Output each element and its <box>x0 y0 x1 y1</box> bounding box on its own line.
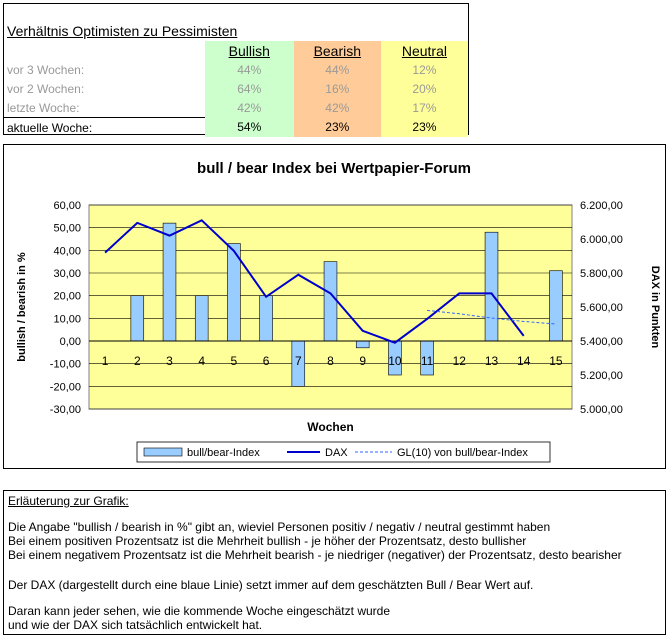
bullish-value: 42% <box>204 98 294 118</box>
bar <box>355 340 370 349</box>
bar <box>549 270 563 342</box>
x-tick-label: 3 <box>166 354 173 368</box>
y2-tick-label: 5.400,00 <box>580 336 623 348</box>
bar <box>194 295 209 342</box>
x-tick-label: 5 <box>231 354 238 368</box>
legend-label: bull/bear-Index <box>187 447 260 459</box>
legend-box <box>136 441 551 463</box>
x-tick-label: 10 <box>388 354 402 368</box>
neutral-value: 20% <box>380 79 468 98</box>
ratio-row-current: aktuelle Woche: 54% 23% 23% <box>4 117 468 137</box>
chart-panel: bull / bear Index bei Wertpapier-Forum 60… <box>3 144 666 469</box>
x-tick-label: 2 <box>134 354 141 368</box>
dax-line <box>104 219 525 344</box>
y2-tick-label: 5.200,00 <box>580 370 623 382</box>
y-tick-label: 10,00 <box>53 313 81 325</box>
legend-swatch-bar <box>143 447 183 457</box>
y-tick-label: 50,00 <box>53 223 81 235</box>
x-tick-label: 13 <box>485 354 499 368</box>
x-tick-label: 6 <box>263 354 270 368</box>
x-tick-label: 1 <box>102 354 109 368</box>
neutral-value: 23% <box>380 117 468 137</box>
y-tick-label: 0,00 <box>60 336 81 348</box>
neutral-value: 12% <box>380 60 468 79</box>
explanation-line: Bei einem negativem Prozentsatz ist die … <box>8 548 622 562</box>
bar <box>323 261 338 342</box>
bullish-value: 64% <box>204 79 294 98</box>
bar <box>130 295 145 342</box>
y2-tick-label: 6.000,00 <box>580 234 623 246</box>
x-tick-label: 8 <box>327 354 334 368</box>
x-tick-label: 7 <box>295 354 302 368</box>
row-label: aktuelle Woche: <box>4 117 205 137</box>
y-tick-label: 20,00 <box>53 291 81 303</box>
bearish-value: 42% <box>293 98 381 118</box>
bar <box>484 231 499 342</box>
explanation-heading: Erläuterung zur Grafik: <box>8 494 129 508</box>
x-tick-label: 11 <box>421 354 434 368</box>
x-axis-label: Wochen <box>307 420 353 434</box>
y2-tick-label: 5.600,00 <box>580 302 623 314</box>
ratio-title: Verhältnis Optimisten zu Pessimisten <box>7 23 238 39</box>
y2-axis-label: DAX in Punkten <box>649 266 661 349</box>
y-axis-label: bullish / bearish in % <box>16 252 28 362</box>
x-tick-label: 12 <box>453 354 467 368</box>
header-bearish: Bearish <box>293 41 381 60</box>
ratio-row: letzte Woche: 42% 42% 17% <box>4 98 468 118</box>
trend-line <box>427 309 556 325</box>
x-tick-label: 15 <box>549 354 563 368</box>
bullish-value: 54% <box>204 117 294 137</box>
bar <box>259 295 273 342</box>
ratio-row: vor 3 Wochen: 44% 44% 12% <box>4 60 468 79</box>
ratio-panel: Verhältnis Optimisten zu Pessimisten Bul… <box>3 3 469 137</box>
row-label: vor 3 Wochen: <box>7 62 85 77</box>
x-tick-label: 14 <box>517 354 531 368</box>
bearish-value: 44% <box>293 60 381 79</box>
y-tick-label: 40,00 <box>53 245 81 257</box>
y2-tick-label: 6.200,00 <box>580 200 623 212</box>
explanation-line: Der DAX (dargestellt durch eine blaue Li… <box>8 578 534 592</box>
explanation-line: Die Angabe "bullish / bearish in %" gibt… <box>8 520 551 534</box>
y-tick-label: 60,00 <box>53 200 81 212</box>
y-tick-label: -30,00 <box>50 404 81 416</box>
ratio-row: vor 2 Wochen: 64% 16% 20% <box>4 79 468 98</box>
legend-label: GL(10) von bull/bear-Index <box>397 447 528 459</box>
y-tick-label: -20,00 <box>50 381 81 393</box>
explanation-panel: Erläuterung zur Grafik: Die Angabe "bull… <box>3 490 666 635</box>
y2-tick-label: 5.800,00 <box>580 268 623 280</box>
ratio-header-row: Bullish Bearish Neutral <box>4 41 468 60</box>
bullish-value: 44% <box>204 60 294 79</box>
bearish-value: 16% <box>293 79 381 98</box>
explanation-line: und wie der DAX sich tatsächlich entwick… <box>8 618 263 632</box>
x-tick-label: 9 <box>359 354 366 368</box>
header-neutral: Neutral <box>380 41 468 60</box>
x-tick-label: 4 <box>198 354 205 368</box>
explanation-line: Bei einem positiven Prozentsatz ist die … <box>8 534 527 548</box>
row-label: letzte Woche: <box>7 100 80 115</box>
row-label: vor 2 Wochen: <box>7 81 85 96</box>
explanation-line: Daran kann jeder sehen, wie die kommende… <box>8 604 390 618</box>
y-tick-label: 30,00 <box>53 268 81 280</box>
bull-bear-chart: bull / bear Index bei Wertpapier-Forum60… <box>16 160 661 463</box>
chart-title: bull / bear Index bei Wertpapier-Forum <box>197 160 471 177</box>
bar <box>162 222 177 342</box>
ratio-table: Bullish Bearish Neutral vor 3 Wochen: 44… <box>4 41 468 137</box>
y-tick-label: -10,00 <box>50 359 81 371</box>
y2-tick-label: 5.000,00 <box>580 404 623 416</box>
header-bullish: Bullish <box>204 41 294 60</box>
bearish-value: 23% <box>293 117 381 137</box>
legend-label: DAX <box>325 447 348 459</box>
neutral-value: 17% <box>380 98 468 118</box>
